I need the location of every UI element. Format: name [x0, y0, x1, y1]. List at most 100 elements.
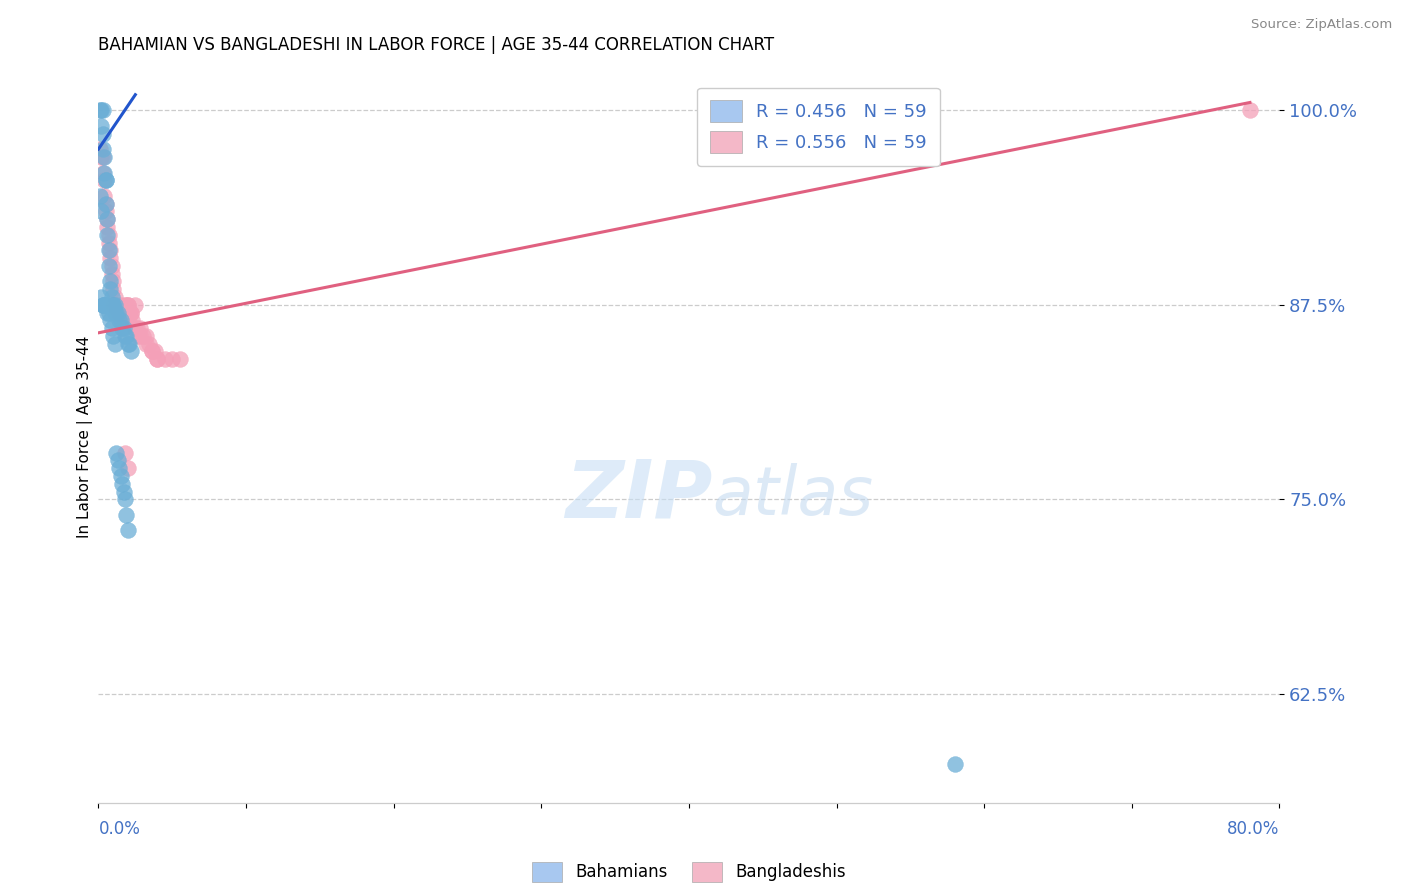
Point: [97, 244, 120, 258]
Point: [96, 305, 118, 319]
Point: [112, 484, 135, 499]
Point: [94, 173, 117, 187]
Point: [91, 298, 114, 312]
Point: [94, 196, 117, 211]
Point: [93, 150, 115, 164]
Point: [93, 189, 115, 203]
Point: [153, 352, 176, 367]
Point: [114, 492, 136, 507]
Point: [138, 336, 160, 351]
Point: [96, 219, 118, 234]
Point: [100, 259, 122, 273]
Point: [141, 344, 163, 359]
Point: [117, 524, 139, 538]
Point: [98, 275, 121, 289]
Point: [94, 298, 117, 312]
Point: [124, 298, 146, 312]
Point: [117, 298, 139, 312]
Point: [110, 305, 132, 319]
Point: [91, 127, 114, 141]
Point: [97, 305, 120, 319]
Point: [110, 298, 132, 312]
Point: [121, 313, 143, 327]
Point: [114, 329, 136, 343]
Point: [100, 298, 122, 312]
Point: [108, 305, 131, 319]
Point: [107, 305, 129, 319]
Point: [104, 298, 127, 312]
Point: [110, 313, 132, 327]
Point: [96, 298, 118, 312]
Legend: Bahamians, Bangladeshis: Bahamians, Bangladeshis: [524, 855, 853, 888]
Point: [111, 305, 134, 319]
Point: [93, 173, 115, 187]
Point: [104, 305, 127, 319]
Point: [117, 336, 139, 351]
Point: [135, 329, 157, 343]
Point: [98, 313, 121, 327]
Point: [143, 344, 166, 359]
Text: 0.0%: 0.0%: [98, 820, 141, 838]
Point: [94, 204, 117, 219]
Point: [105, 305, 128, 319]
Point: [105, 445, 128, 459]
Point: [89, 103, 111, 118]
Point: [111, 321, 134, 335]
Point: [105, 298, 128, 312]
Point: [125, 321, 148, 335]
Point: [104, 336, 127, 351]
Point: [120, 305, 142, 319]
Point: [117, 461, 139, 475]
Point: [110, 469, 132, 483]
Point: [107, 298, 129, 312]
Point: [108, 461, 131, 475]
Point: [112, 321, 135, 335]
Point: [97, 235, 120, 250]
Point: [111, 476, 134, 491]
Point: [103, 275, 125, 289]
Point: [135, 336, 157, 351]
Point: [93, 298, 115, 312]
Point: [91, 165, 114, 179]
Point: [146, 352, 169, 367]
Point: [124, 321, 146, 335]
Text: 80.0%: 80.0%: [1227, 820, 1279, 838]
Point: [89, 189, 111, 203]
Point: [103, 298, 125, 312]
Point: [108, 313, 131, 327]
Point: [98, 244, 121, 258]
Point: [115, 508, 138, 522]
Point: [146, 352, 169, 367]
Point: [103, 298, 125, 312]
Point: [128, 329, 150, 343]
Point: [90, 119, 112, 133]
Point: [120, 305, 142, 319]
Point: [90, 290, 112, 304]
Point: [90, 103, 112, 118]
Point: [128, 321, 150, 335]
Point: [943, 756, 966, 771]
Point: [114, 445, 136, 459]
Point: [103, 298, 125, 312]
Text: BAHAMIAN VS BANGLADESHI IN LABOR FORCE | AGE 35-44 CORRELATION CHART: BAHAMIAN VS BANGLADESHI IN LABOR FORCE |…: [98, 36, 775, 54]
Point: [104, 290, 127, 304]
Point: [1239, 103, 1261, 118]
Point: [103, 282, 125, 296]
Text: ZIP: ZIP: [565, 457, 713, 534]
Point: [162, 352, 183, 367]
Point: [114, 305, 136, 319]
Text: Source: ZipAtlas.com: Source: ZipAtlas.com: [1251, 18, 1392, 31]
Point: [97, 227, 120, 242]
Point: [94, 173, 117, 187]
Point: [98, 251, 121, 265]
Point: [91, 103, 114, 118]
Point: [100, 290, 122, 304]
Point: [169, 352, 191, 367]
Point: [112, 313, 135, 327]
Point: [90, 204, 112, 219]
Point: [93, 298, 115, 312]
Point: [98, 282, 121, 296]
Point: [141, 344, 163, 359]
Point: [132, 329, 155, 343]
Point: [100, 267, 122, 281]
